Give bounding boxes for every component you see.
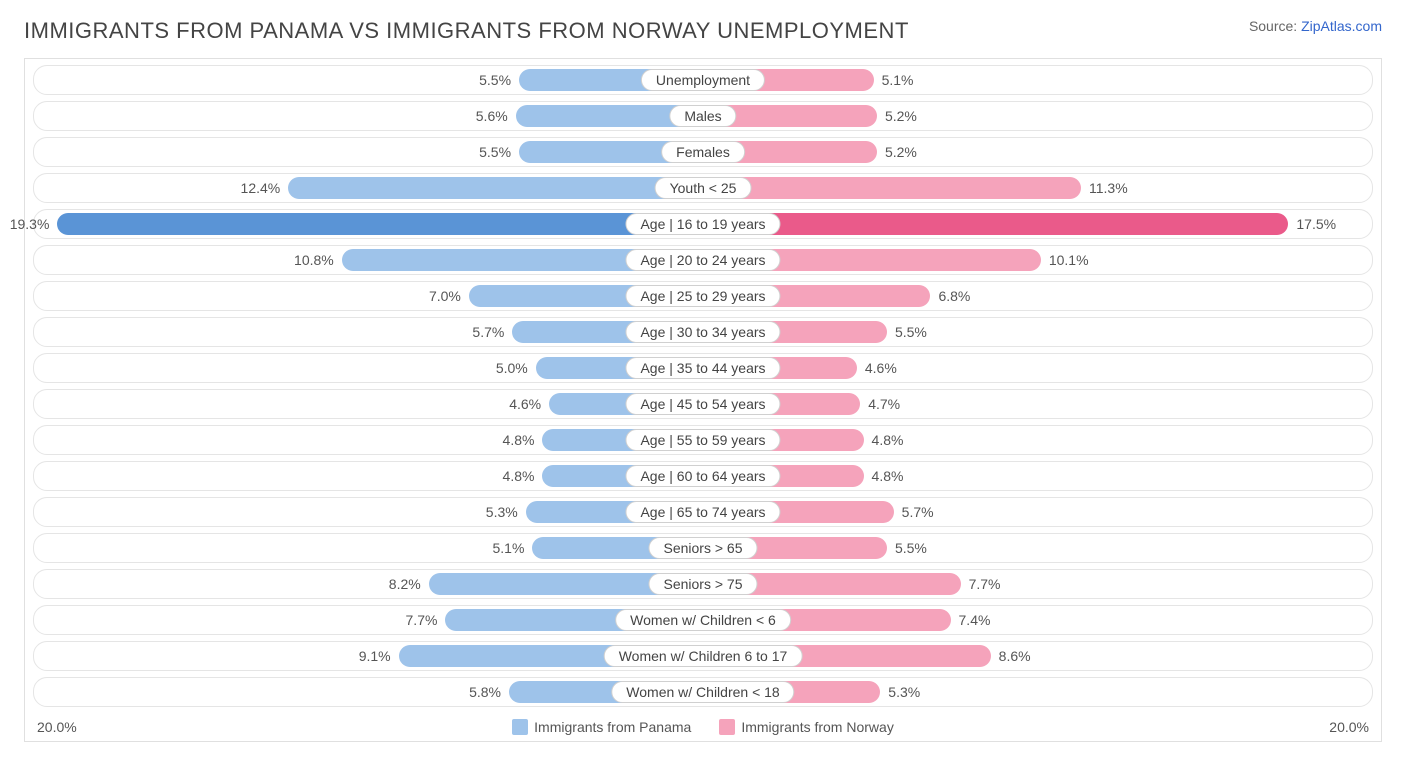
category-label: Women w/ Children < 6 xyxy=(615,609,791,631)
value-right: 4.8% xyxy=(872,462,904,490)
value-left: 8.2% xyxy=(389,570,421,598)
bar-right xyxy=(703,213,1288,235)
value-left: 5.5% xyxy=(479,66,511,94)
category-label: Age | 55 to 59 years xyxy=(625,429,780,451)
source-prefix: Source: xyxy=(1249,18,1301,34)
value-right: 4.7% xyxy=(868,390,900,418)
value-left: 5.5% xyxy=(479,138,511,166)
value-left: 5.7% xyxy=(472,318,504,346)
axis-max-left: 20.0% xyxy=(37,719,77,735)
value-right: 5.2% xyxy=(885,102,917,130)
chart-header: IMMIGRANTS FROM PANAMA VS IMMIGRANTS FRO… xyxy=(24,18,1382,44)
value-right: 5.5% xyxy=(895,318,927,346)
category-label: Age | 25 to 29 years xyxy=(625,285,780,307)
category-label: Age | 35 to 44 years xyxy=(625,357,780,379)
value-right: 5.2% xyxy=(885,138,917,166)
axis-max-right: 20.0% xyxy=(1329,719,1369,735)
value-right: 10.1% xyxy=(1049,246,1089,274)
page-title: IMMIGRANTS FROM PANAMA VS IMMIGRANTS FRO… xyxy=(24,18,909,44)
value-right: 5.5% xyxy=(895,534,927,562)
value-left: 5.6% xyxy=(476,102,508,130)
category-label: Age | 30 to 34 years xyxy=(625,321,780,343)
value-left: 4.8% xyxy=(503,426,535,454)
value-left: 5.3% xyxy=(486,498,518,526)
chart-row: 5.8% 5.3% Women w/ Children < 18 xyxy=(33,677,1373,707)
value-left: 10.8% xyxy=(294,246,334,274)
value-right: 5.7% xyxy=(902,498,934,526)
category-label: Age | 60 to 64 years xyxy=(625,465,780,487)
value-right: 5.3% xyxy=(888,678,920,706)
legend-label-right: Immigrants from Norway xyxy=(741,719,893,735)
chart-row: 19.3%17.5%Age | 16 to 19 years xyxy=(33,209,1373,239)
chart-rows: 5.5% 5.1% Unemployment 5.6% 5.2% Males 5.5% 5.2… xyxy=(33,65,1373,707)
legend-swatch-right xyxy=(719,719,735,735)
chart-row: 7.7% 7.4% Women w/ Children < 6 xyxy=(33,605,1373,635)
value-left: 12.4% xyxy=(241,174,281,202)
category-label: Women w/ Children < 18 xyxy=(611,681,794,703)
chart-row: 4.6% 4.7% Age | 45 to 54 years xyxy=(33,389,1373,419)
value-right: 7.7% xyxy=(969,570,1001,598)
value-right: 4.8% xyxy=(872,426,904,454)
value-left: 19.3% xyxy=(10,210,50,238)
diverging-bar-chart: 5.5% 5.1% Unemployment 5.6% 5.2% Males 5.5% 5.2… xyxy=(24,58,1382,742)
category-label: Seniors > 65 xyxy=(649,537,758,559)
value-left: 5.8% xyxy=(469,678,501,706)
value-left: 5.1% xyxy=(492,534,524,562)
value-left: 9.1% xyxy=(359,642,391,670)
bar-right xyxy=(703,177,1081,199)
category-label: Youth < 25 xyxy=(655,177,752,199)
value-left: 5.0% xyxy=(496,354,528,382)
chart-row: 5.3% 5.7% Age | 65 to 74 years xyxy=(33,497,1373,527)
value-right: 6.8% xyxy=(938,282,970,310)
legend-item-left: Immigrants from Panama xyxy=(512,719,691,735)
bar-left xyxy=(288,177,703,199)
value-right: 4.6% xyxy=(865,354,897,382)
chart-row: 5.5% 5.1% Unemployment xyxy=(33,65,1373,95)
category-label: Women w/ Children 6 to 17 xyxy=(604,645,803,667)
chart-row: 5.1% 5.5% Seniors > 65 xyxy=(33,533,1373,563)
category-label: Age | 16 to 19 years xyxy=(625,213,780,235)
chart-row: 5.5% 5.2% Females xyxy=(33,137,1373,167)
value-left: 7.0% xyxy=(429,282,461,310)
category-label: Age | 65 to 74 years xyxy=(625,501,780,523)
chart-row: 4.8% 4.8% Age | 60 to 64 years xyxy=(33,461,1373,491)
chart-row: 10.8% 10.1% Age | 20 to 24 years xyxy=(33,245,1373,275)
chart-row: 5.7% 5.5% Age | 30 to 34 years xyxy=(33,317,1373,347)
legend: Immigrants from Panama Immigrants from N… xyxy=(512,719,894,735)
chart-row: 5.0% 4.6% Age | 35 to 44 years xyxy=(33,353,1373,383)
category-label: Age | 45 to 54 years xyxy=(625,393,780,415)
source-link[interactable]: ZipAtlas.com xyxy=(1301,18,1382,34)
value-right: 7.4% xyxy=(959,606,991,634)
value-left: 4.6% xyxy=(509,390,541,418)
category-label: Females xyxy=(661,141,745,163)
category-label: Seniors > 75 xyxy=(649,573,758,595)
value-left: 7.7% xyxy=(406,606,438,634)
category-label: Age | 20 to 24 years xyxy=(625,249,780,271)
value-right: 8.6% xyxy=(999,642,1031,670)
value-left: 4.8% xyxy=(503,462,535,490)
category-label: Unemployment xyxy=(641,69,765,91)
chart-row: 9.1% 8.6% Women w/ Children 6 to 17 xyxy=(33,641,1373,671)
legend-swatch-left xyxy=(512,719,528,735)
value-right: 11.3% xyxy=(1089,174,1128,202)
chart-row: 8.2% 7.7% Seniors > 75 xyxy=(33,569,1373,599)
source-attribution: Source: ZipAtlas.com xyxy=(1249,18,1382,34)
bar-left xyxy=(57,213,703,235)
value-right: 5.1% xyxy=(882,66,914,94)
chart-row: 4.8% 4.8% Age | 55 to 59 years xyxy=(33,425,1373,455)
legend-label-left: Immigrants from Panama xyxy=(534,719,691,735)
category-label: Males xyxy=(669,105,736,127)
chart-row: 12.4% 11.3% Youth < 25 xyxy=(33,173,1373,203)
axis-and-legend: 20.0% Immigrants from Panama Immigrants … xyxy=(33,713,1373,737)
chart-row: 7.0% 6.8% Age | 25 to 29 years xyxy=(33,281,1373,311)
value-right: 17.5% xyxy=(1296,210,1336,238)
legend-item-right: Immigrants from Norway xyxy=(719,719,893,735)
chart-row: 5.6% 5.2% Males xyxy=(33,101,1373,131)
